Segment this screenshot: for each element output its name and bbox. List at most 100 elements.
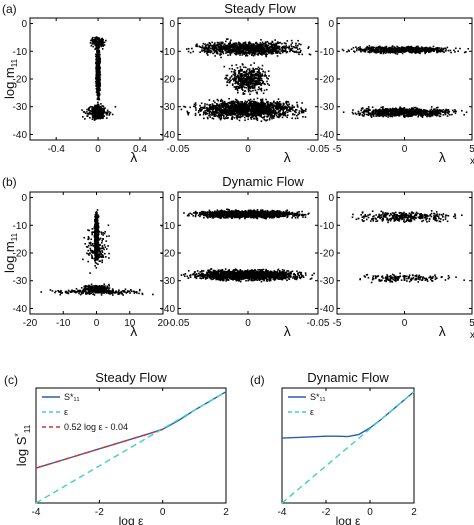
data-point (259, 52, 261, 55)
data-point (221, 48, 224, 50)
data-point (276, 103, 278, 105)
data-point (214, 111, 216, 114)
data-point (285, 109, 288, 111)
data-point (247, 47, 249, 50)
data-point (228, 45, 231, 48)
data-point (257, 66, 260, 69)
data-point (261, 73, 264, 75)
data-point (281, 45, 284, 48)
data-point (284, 111, 287, 113)
data-point (286, 46, 288, 49)
data-point (257, 52, 260, 55)
data-point (247, 73, 249, 75)
data-point (236, 102, 239, 105)
data-point (293, 51, 296, 53)
data-point (248, 77, 251, 80)
data-point (261, 100, 263, 103)
data-point (204, 109, 207, 112)
data-point (229, 77, 231, 79)
data-point (220, 117, 223, 120)
data-point (216, 104, 219, 106)
data-point (243, 104, 245, 107)
data-point (253, 87, 255, 89)
data-point (240, 108, 243, 110)
data-point (204, 105, 206, 107)
data-point (95, 48, 98, 50)
data-point (206, 116, 209, 119)
data-point (231, 115, 234, 118)
data-point (237, 85, 240, 88)
data-point (382, 52, 385, 55)
data-point (248, 106, 251, 109)
data-point (83, 111, 86, 113)
data-point (249, 117, 252, 119)
data-point (226, 38, 229, 40)
data-point (257, 73, 260, 76)
data-point (257, 109, 260, 112)
data-point (248, 87, 251, 89)
data-point (221, 109, 224, 111)
data-point (102, 39, 104, 41)
data-point (268, 84, 270, 86)
data-point (266, 44, 269, 47)
data-point (244, 78, 247, 81)
y-tick-label: -10 (13, 47, 28, 58)
data-point (247, 115, 250, 118)
data-point (397, 46, 400, 49)
data-point (277, 106, 279, 108)
data-point (261, 99, 264, 102)
data-point (272, 109, 275, 111)
data-point (255, 48, 257, 51)
data-point (259, 88, 261, 90)
data-point (240, 115, 243, 118)
data-point (260, 120, 263, 123)
data-point (260, 99, 262, 102)
data-point (267, 70, 270, 73)
data-point (298, 47, 301, 50)
data-point (296, 51, 298, 54)
data-point (286, 116, 289, 119)
data-point (254, 111, 257, 114)
data-point (278, 101, 281, 103)
data-point (92, 112, 95, 114)
data-point (102, 108, 104, 110)
data-point (216, 107, 218, 110)
data-point (258, 49, 261, 52)
data-point (234, 49, 237, 52)
data-point (92, 36, 94, 39)
data-point (241, 83, 244, 86)
data-point (249, 105, 251, 108)
data-point (377, 46, 380, 49)
data-point (235, 64, 238, 66)
data-point (233, 43, 236, 46)
data-point (252, 43, 255, 45)
data-point (233, 103, 236, 106)
data-point (95, 67, 97, 70)
data-point (270, 113, 272, 116)
data-point (215, 110, 218, 113)
data-point (236, 76, 238, 79)
x-tick-label: -0.4 (48, 144, 66, 155)
data-point (96, 83, 99, 85)
data-point (96, 47, 99, 50)
data-point (251, 114, 253, 116)
data-point (206, 110, 209, 113)
data-point (229, 107, 232, 109)
data-point (257, 78, 259, 80)
data-point (99, 106, 102, 109)
data-point (210, 45, 213, 47)
data-point (232, 73, 235, 76)
data-point (95, 53, 97, 56)
data-point (97, 74, 100, 77)
data-point (203, 112, 205, 114)
data-point (195, 109, 197, 111)
data-point (259, 106, 261, 109)
data-point (242, 110, 245, 112)
data-point (217, 104, 220, 107)
data-point (273, 43, 275, 45)
data-point (279, 112, 282, 115)
data-point (95, 76, 98, 79)
data-point (242, 49, 245, 52)
